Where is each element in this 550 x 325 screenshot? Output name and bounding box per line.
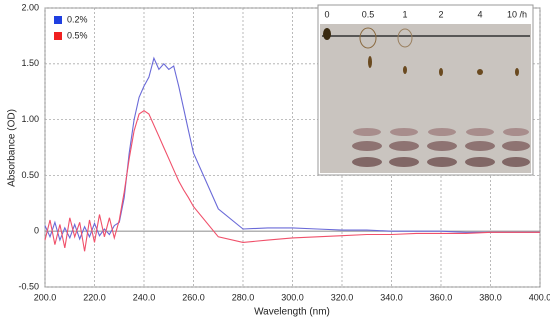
legend-swatch xyxy=(54,32,62,40)
x-tick-label: 240.0 xyxy=(133,292,156,302)
y-tick-label: 1.00 xyxy=(21,114,39,124)
series-line xyxy=(44,110,540,252)
x-tick-label: 260.0 xyxy=(182,292,205,302)
y-tick-label: 2.00 xyxy=(21,2,39,12)
spot xyxy=(477,69,483,75)
y-tick-label: 1.50 xyxy=(21,58,39,68)
y-tick-label: 0.50 xyxy=(21,170,39,180)
spot xyxy=(368,56,372,68)
y-tick-label: -0.50 xyxy=(18,281,39,291)
y-tick-label: 0 xyxy=(34,226,39,236)
x-tick-label: 380.0 xyxy=(479,292,502,302)
inset-label: 0 xyxy=(324,9,329,19)
x-tick-label: 320.0 xyxy=(331,292,354,302)
inset-label: 0.5 xyxy=(362,9,375,19)
x-tick-label: 360.0 xyxy=(430,292,453,302)
legend-label: 0.5% xyxy=(67,30,88,40)
spot xyxy=(323,28,331,40)
x-tick-label: 220.0 xyxy=(83,292,106,302)
x-tick-label: 300.0 xyxy=(281,292,304,302)
inset-label: 1 xyxy=(402,9,407,19)
inset-label: 10 /h xyxy=(507,9,527,19)
spot xyxy=(403,66,407,74)
spot xyxy=(439,68,443,76)
inset-label: 2 xyxy=(438,9,443,19)
tlc-plate xyxy=(320,24,531,173)
legend-swatch xyxy=(54,16,62,24)
inset-label: 4 xyxy=(477,9,482,19)
y-axis-label: Absorbance (OD) xyxy=(7,109,18,187)
spot xyxy=(515,68,519,76)
spot xyxy=(397,28,413,48)
legend-label: 0.2% xyxy=(67,14,88,24)
bands xyxy=(352,128,530,167)
x-axis-label: Wavelength (nm) xyxy=(254,307,330,318)
x-tick-label: 200.0 xyxy=(34,292,57,302)
spot xyxy=(359,27,377,49)
x-tick-label: 400.0 xyxy=(529,292,550,302)
inset-photo: 0 0.5 1 2 4 10 /h xyxy=(317,4,534,176)
x-tick-label: 280.0 xyxy=(232,292,255,302)
x-tick-label: 340.0 xyxy=(380,292,403,302)
